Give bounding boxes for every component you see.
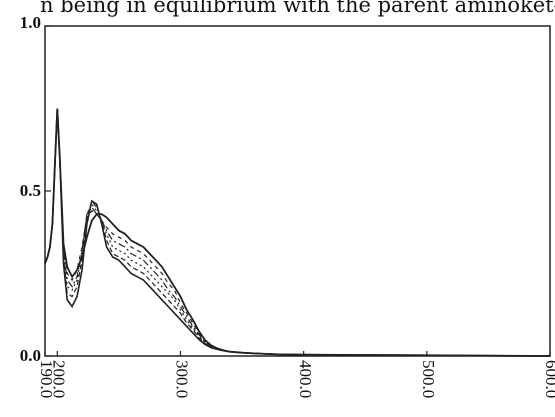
x-tick-label: 400.0 [296,360,315,398]
y-tick-label: 0.0 [20,346,41,365]
series-line-6 [44,108,551,357]
x-tick-label: 500.0 [419,360,438,398]
plot-frame [44,25,551,357]
y-tick-label: 0.5 [20,181,41,200]
y-tick-label: 1.0 [20,13,41,32]
x-tick-label: 200.0 [49,360,68,398]
x-tick-label: 300.0 [173,360,192,398]
series-layer [44,108,551,357]
page-header-text: n being in equilibrium with the parent a… [40,0,555,17]
x-tick-label: 190.0 [37,360,56,398]
x-tick-label: 600.0 [542,360,555,398]
